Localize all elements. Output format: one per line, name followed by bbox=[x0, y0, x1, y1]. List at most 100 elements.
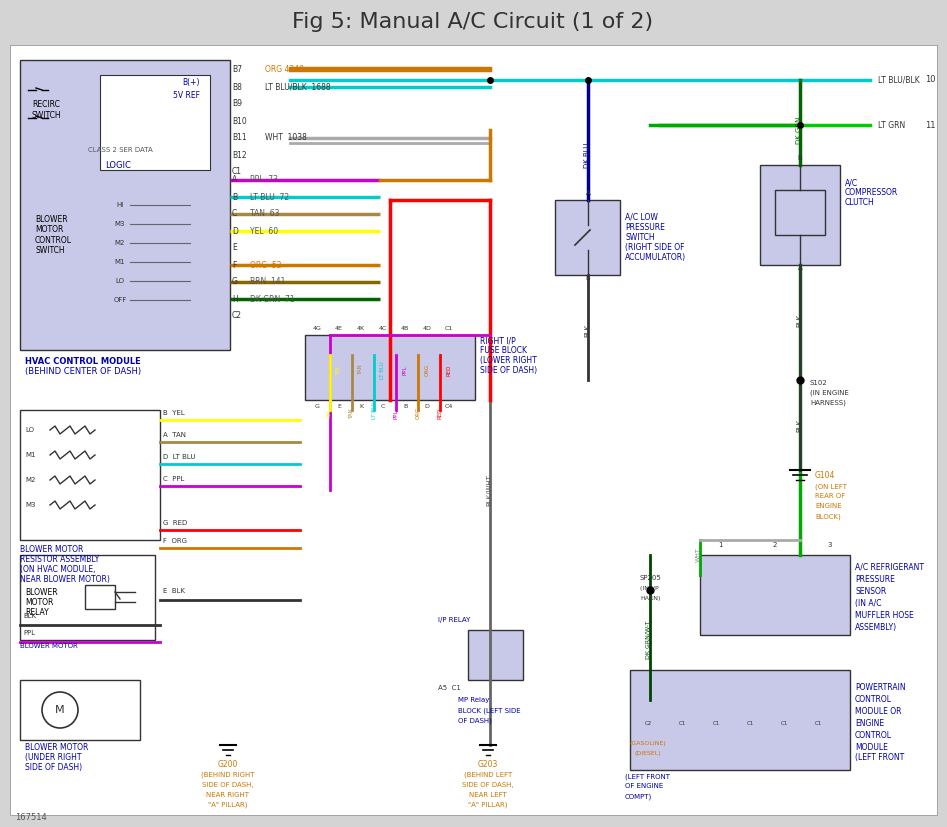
Text: HVAC CONTROL MODULE: HVAC CONTROL MODULE bbox=[25, 357, 141, 366]
Text: CONTROL: CONTROL bbox=[855, 731, 892, 740]
Text: M: M bbox=[55, 705, 64, 715]
Text: RESISTOR ASSEMBLY: RESISTOR ASSEMBLY bbox=[20, 555, 99, 564]
Text: G  RED: G RED bbox=[163, 520, 188, 526]
Text: C: C bbox=[381, 404, 385, 409]
Text: BLK: BLK bbox=[796, 418, 802, 432]
Bar bbox=[775, 190, 825, 235]
Text: NEAR BLOWER MOTOR): NEAR BLOWER MOTOR) bbox=[20, 575, 110, 584]
Text: A: A bbox=[232, 175, 238, 184]
Text: PPL  73: PPL 73 bbox=[250, 175, 278, 184]
Text: OF DASH): OF DASH) bbox=[458, 717, 491, 724]
Text: (GASOLINE): (GASOLINE) bbox=[630, 741, 667, 746]
Text: BLK/WHT: BLK/WHT bbox=[486, 474, 492, 506]
Text: 4K: 4K bbox=[357, 326, 365, 331]
Text: CONTROL: CONTROL bbox=[855, 695, 892, 704]
Text: (ON LEFT: (ON LEFT bbox=[815, 483, 847, 490]
Bar bbox=[20, 555, 155, 640]
Text: A/C: A/C bbox=[845, 178, 858, 187]
Text: D  LT BLU: D LT BLU bbox=[163, 454, 195, 460]
Text: M2: M2 bbox=[25, 477, 35, 483]
Text: ACCUMULATOR): ACCUMULATOR) bbox=[625, 253, 687, 262]
Text: ENGINE: ENGINE bbox=[815, 503, 842, 509]
Text: BLOWER MOTOR: BLOWER MOTOR bbox=[25, 743, 88, 752]
Text: Fig 5: Manual A/C Circuit (1 of 2): Fig 5: Manual A/C Circuit (1 of 2) bbox=[293, 12, 653, 32]
Text: DK GRN  71: DK GRN 71 bbox=[250, 294, 295, 304]
Text: C1: C1 bbox=[678, 721, 686, 726]
Text: E: E bbox=[232, 243, 237, 252]
Text: 3: 3 bbox=[828, 542, 832, 548]
Bar bbox=[20, 410, 160, 540]
Text: C1: C1 bbox=[712, 721, 720, 726]
Text: LOGIC: LOGIC bbox=[105, 160, 131, 170]
Text: 4C: 4C bbox=[379, 326, 387, 331]
Text: PRESSURE: PRESSURE bbox=[625, 223, 665, 232]
Text: 11: 11 bbox=[925, 121, 936, 130]
Text: DK BLU: DK BLU bbox=[584, 142, 590, 168]
Text: B10: B10 bbox=[232, 117, 247, 126]
Text: B(+): B(+) bbox=[183, 78, 200, 87]
Text: F  ORG: F ORG bbox=[163, 538, 187, 544]
Bar bbox=[760, 165, 840, 265]
Text: A/C LOW: A/C LOW bbox=[625, 213, 658, 222]
Text: OFF: OFF bbox=[114, 297, 127, 303]
Text: S102: S102 bbox=[810, 380, 828, 386]
Text: 5V REF: 5V REF bbox=[173, 90, 200, 99]
Bar bbox=[305, 335, 475, 400]
Text: E  BLK: E BLK bbox=[163, 588, 185, 594]
Text: "A" PILLAR): "A" PILLAR) bbox=[208, 802, 248, 809]
Text: HARN): HARN) bbox=[640, 596, 660, 601]
Text: I/P RELAY: I/P RELAY bbox=[438, 617, 471, 623]
Text: H: H bbox=[232, 294, 238, 304]
Text: C1: C1 bbox=[780, 721, 788, 726]
Text: B: B bbox=[797, 155, 802, 161]
Text: G200: G200 bbox=[218, 760, 239, 769]
Text: LO: LO bbox=[25, 427, 34, 433]
Text: COMPRESSOR: COMPRESSOR bbox=[845, 188, 899, 197]
Text: 4E: 4E bbox=[335, 326, 343, 331]
Text: D: D bbox=[424, 404, 429, 409]
Text: SIDE OF DASH): SIDE OF DASH) bbox=[25, 763, 82, 772]
Text: D: D bbox=[232, 227, 238, 236]
Text: (BEHIND LEFT: (BEHIND LEFT bbox=[464, 772, 512, 778]
Text: (ON HVAC MODULE,: (ON HVAC MODULE, bbox=[20, 565, 96, 574]
Text: DK GRN: DK GRN bbox=[796, 117, 802, 144]
Text: M3: M3 bbox=[115, 221, 125, 227]
Text: YEL  60: YEL 60 bbox=[250, 227, 278, 236]
Text: B7: B7 bbox=[232, 65, 242, 74]
Text: MODULE: MODULE bbox=[855, 743, 888, 752]
Text: C1: C1 bbox=[746, 721, 754, 726]
Text: C4: C4 bbox=[445, 404, 454, 409]
Text: (UNDER RIGHT: (UNDER RIGHT bbox=[25, 753, 81, 762]
Text: (DIESEL): (DIESEL) bbox=[634, 751, 661, 756]
Text: (LOWER RIGHT: (LOWER RIGHT bbox=[480, 356, 537, 365]
Text: A: A bbox=[585, 190, 590, 196]
Text: BLOCK (LEFT SIDE: BLOCK (LEFT SIDE bbox=[458, 707, 521, 714]
Text: 4B: 4B bbox=[401, 326, 409, 331]
Text: A  TAN: A TAN bbox=[163, 432, 186, 438]
Text: BLOWER
MOTOR
RELAY: BLOWER MOTOR RELAY bbox=[25, 588, 58, 618]
Text: (IN A/C: (IN A/C bbox=[855, 599, 882, 608]
Text: ORG 4340: ORG 4340 bbox=[265, 65, 304, 74]
Text: YEL: YEL bbox=[336, 366, 342, 375]
Text: MODULE OR: MODULE OR bbox=[855, 707, 902, 716]
Text: SIDE OF DASH,: SIDE OF DASH, bbox=[462, 782, 514, 788]
Bar bbox=[555, 200, 620, 275]
Text: B12: B12 bbox=[232, 151, 246, 160]
Text: BLOWER MOTOR: BLOWER MOTOR bbox=[20, 545, 83, 554]
Text: FUSE BLOCK: FUSE BLOCK bbox=[480, 346, 527, 355]
Text: M1: M1 bbox=[115, 259, 125, 265]
Text: B: B bbox=[232, 193, 237, 202]
Text: C2: C2 bbox=[644, 721, 652, 726]
Text: NEAR LEFT: NEAR LEFT bbox=[469, 792, 507, 798]
Text: ORG: ORG bbox=[424, 364, 430, 376]
Text: 1: 1 bbox=[718, 542, 723, 548]
Text: COMPT): COMPT) bbox=[625, 793, 652, 800]
Text: LT BLU: LT BLU bbox=[371, 401, 377, 419]
Text: CLASS 2 SER DATA: CLASS 2 SER DATA bbox=[88, 147, 152, 153]
Text: ASSEMBLY): ASSEMBLY) bbox=[855, 623, 897, 632]
Text: A: A bbox=[797, 265, 802, 271]
Text: C  PPL: C PPL bbox=[163, 476, 185, 482]
Bar bbox=[20, 60, 230, 350]
Text: LO: LO bbox=[116, 278, 124, 284]
Text: YEL: YEL bbox=[328, 409, 332, 419]
